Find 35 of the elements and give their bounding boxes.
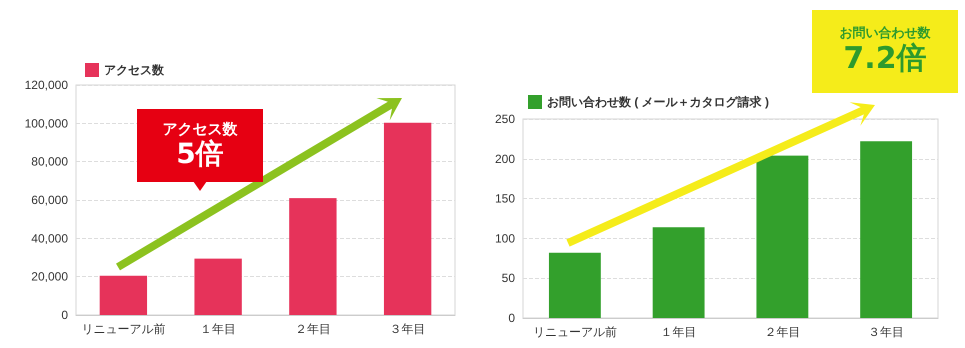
y-tick-label: 100,000 bbox=[24, 116, 68, 130]
y-tick-label: 80,000 bbox=[31, 154, 68, 169]
bar bbox=[289, 198, 337, 315]
x-tick-label: リニューアル前 bbox=[532, 325, 617, 339]
y-tick-label: 60,000 bbox=[31, 193, 68, 207]
y-tick-label: 50 bbox=[502, 271, 516, 286]
y-tick-label: 40,000 bbox=[31, 231, 68, 246]
bar bbox=[652, 227, 705, 318]
text: 7.2倍 bbox=[843, 40, 927, 76]
y-tick-label: 0 bbox=[508, 311, 516, 325]
y-tick-label: 20,000 bbox=[31, 270, 68, 284]
x-tick-label: ３年目 bbox=[868, 325, 904, 339]
legend-label: アクセス数 bbox=[104, 63, 165, 77]
x-tick-label: リニューアル前 bbox=[81, 322, 166, 336]
y-tick-label: 250 bbox=[494, 112, 516, 126]
bar bbox=[384, 122, 432, 315]
legend-label: お問い合わせ数 ( メール＋カタログ請求 ) bbox=[547, 95, 769, 109]
x-tick-label: ２年目 bbox=[294, 322, 331, 336]
y-tick-label: 150 bbox=[494, 192, 516, 206]
x-tick-label: １年目 bbox=[200, 322, 236, 336]
annotation: 5倍 bbox=[176, 137, 224, 170]
bar bbox=[860, 141, 912, 318]
y-tick-label: 100 bbox=[494, 231, 516, 246]
bar bbox=[100, 276, 148, 315]
bar bbox=[194, 258, 242, 315]
x-tick-label: １年目 bbox=[660, 325, 697, 339]
x-tick-label: ３年目 bbox=[390, 322, 426, 336]
text: お問い合わせ数 bbox=[840, 26, 930, 42]
bar bbox=[756, 156, 808, 318]
bar bbox=[548, 252, 601, 318]
annotation: アクセス数 bbox=[162, 120, 238, 138]
x-tick-label: ２年目 bbox=[764, 325, 800, 339]
y-tick-label: 200 bbox=[494, 152, 516, 166]
y-tick-label: 0 bbox=[61, 308, 68, 322]
y-tick-label: 120,000 bbox=[24, 78, 68, 92]
